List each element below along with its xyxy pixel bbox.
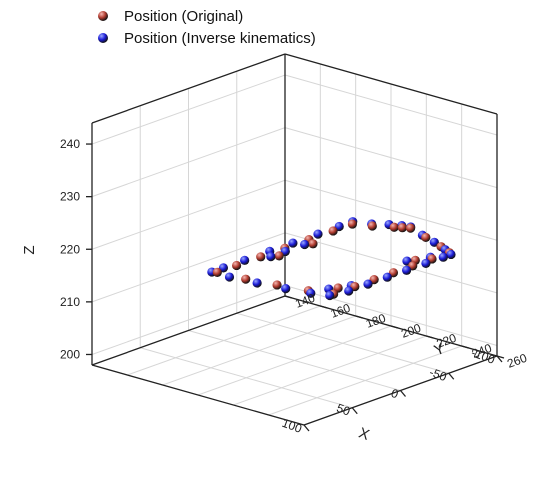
y-tick [284,295,293,299]
z-tick-label: 230 [60,190,80,204]
legend-marker [98,11,108,21]
x-tick-label: 0 [389,386,400,402]
point-inverse-kinematics [402,265,412,275]
point-original [274,251,284,261]
grid-wall-yz-z [284,127,498,189]
y-tick-label: 260 [505,351,529,371]
point-original [232,260,242,271]
point-inverse-kinematics [224,272,235,282]
grid-wall-yz-z [284,179,498,241]
z-tick-label: 200 [60,347,80,361]
axis-top-right-edge [284,53,498,115]
point-inverse-kinematics [363,279,373,289]
x-tick [400,390,406,397]
grid-wall-yz-z [284,74,498,136]
grid-floor-y [162,315,356,386]
grid-floor-y [127,305,321,376]
grid-wall-xz-z [91,74,286,145]
point-original [367,221,377,231]
point-inverse-kinematics [325,290,335,301]
grid-wall-yz-z [284,284,498,346]
y-tick-label: 220 [435,331,459,351]
point-original [347,219,357,229]
point-inverse-kinematics [240,255,250,265]
x-axis-title: X [356,425,371,444]
y-tick [496,355,505,359]
point-inverse-kinematics [429,237,439,247]
legend-label: Position (Original) [124,8,243,25]
point-original [212,267,222,277]
y-tick [390,325,399,329]
y-tick-label: 200 [399,321,423,341]
point-inverse-kinematics [252,278,262,288]
grid-floor-y [268,345,462,416]
z-tick-label: 210 [60,295,80,309]
point-inverse-kinematics [421,258,431,269]
y-tick-label: 180 [364,311,388,331]
z-axis-title: Z [21,245,38,254]
axis-top-left-edge [91,53,286,124]
y-tick [426,335,434,339]
points-layer [207,217,456,301]
x-tick [448,372,455,380]
point-inverse-kinematics [446,249,456,260]
point-inverse-kinematics [288,238,298,248]
x-axis-line [91,364,305,426]
z-tick-label: 240 [60,137,80,151]
point-inverse-kinematics [281,284,291,294]
legend: Position (Original) Position (Inverse kin… [98,8,316,47]
point-original [256,252,266,262]
y-tick-label: 160 [329,301,353,321]
y-tick [320,305,328,309]
point-original [421,232,431,243]
point-original [405,223,416,233]
grid-wall-xz-z [91,232,286,303]
point-inverse-kinematics [344,286,354,296]
axis-floor-left [91,295,286,366]
axes-layer [86,53,505,432]
point-original [397,223,407,233]
legend-entry: Position (Inverse kinematics) [98,30,316,47]
z-tick-label: 220 [60,242,80,256]
grid-floor-y [233,335,427,406]
point-original [308,239,318,249]
grid-wall-yz-z [284,232,498,294]
point-inverse-kinematics [313,229,323,239]
grid-floor-y [197,325,392,396]
y-tick [355,315,363,319]
point-inverse-kinematics [382,272,392,282]
x-tick [351,407,358,415]
point-inverse-kinematics [306,288,316,298]
y-tick-label: 240 [470,341,494,361]
x-tick [496,355,503,363]
grid-wall-xz-z [91,127,286,198]
legend-entry: Position (Original) [98,8,243,25]
point-original [328,226,338,236]
x-tick-label: 100 [280,416,304,436]
y-tick-label: 140 [293,291,317,311]
x-tick [303,424,310,432]
point-inverse-kinematics [300,239,310,250]
point-original [272,280,282,290]
legend-marker [98,33,108,43]
point-inverse-kinematics [438,252,448,262]
point-original [241,274,251,284]
point-inverse-kinematics [266,252,276,262]
point-original [389,222,399,232]
x-tick-label: -50 [427,365,448,384]
y-tick [461,345,469,349]
grid-wall-xz-z [91,179,286,250]
legend-label: Position (Inverse kinematics) [124,30,316,47]
x-tick-label: 50 [335,401,353,419]
grid-wall-xz-z [91,285,286,355]
